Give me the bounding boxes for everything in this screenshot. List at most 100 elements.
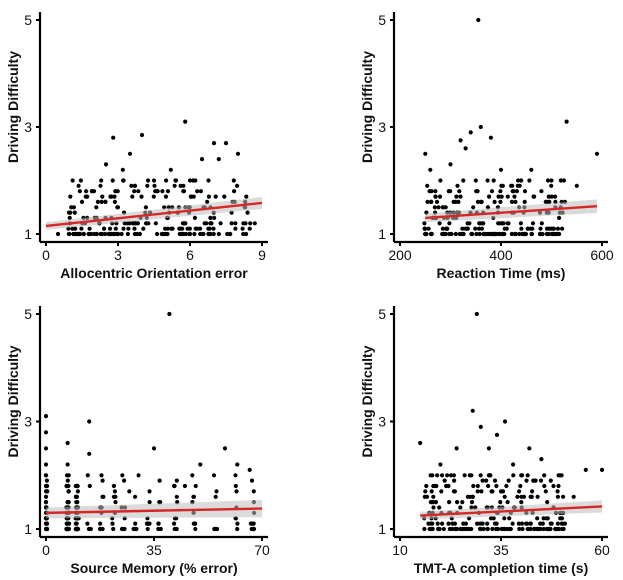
data-point <box>496 194 501 199</box>
data-point <box>477 221 482 226</box>
data-point <box>79 199 85 204</box>
data-point <box>91 189 97 194</box>
data-point <box>505 526 510 532</box>
data-point <box>457 189 462 194</box>
data-point <box>127 151 133 156</box>
data-point <box>139 132 145 138</box>
data-point <box>478 521 483 526</box>
data-point <box>132 226 137 231</box>
data-point <box>524 521 529 526</box>
data-point <box>87 226 92 231</box>
data-point <box>235 526 240 532</box>
data-point <box>68 210 73 215</box>
data-point <box>559 521 564 526</box>
data-point <box>249 526 254 532</box>
data-point <box>540 231 545 237</box>
data-point <box>532 526 537 532</box>
data-point <box>160 189 165 194</box>
data-point <box>474 311 479 317</box>
data-point <box>493 526 499 532</box>
data-point <box>170 226 175 231</box>
data-point <box>192 215 197 220</box>
data-point <box>510 462 516 467</box>
data-point <box>43 462 49 467</box>
data-point <box>103 199 108 204</box>
confidence-band <box>425 199 597 223</box>
data-point <box>199 157 205 162</box>
data-point <box>583 467 588 472</box>
data-point <box>244 194 249 199</box>
data-point <box>424 483 429 489</box>
data-point <box>509 199 515 204</box>
data-point <box>453 231 458 237</box>
data-point <box>112 489 117 494</box>
data-point <box>520 231 526 237</box>
data-point <box>247 226 252 231</box>
data-point <box>433 189 438 194</box>
data-point <box>77 189 82 194</box>
x-tick-label: 0 <box>42 542 50 558</box>
data-point <box>481 231 486 237</box>
data-point <box>555 494 561 499</box>
data-point <box>172 483 177 489</box>
data-point <box>549 231 554 237</box>
data-point <box>539 457 544 462</box>
data-point <box>488 135 493 140</box>
data-point <box>192 231 197 237</box>
data-point <box>66 473 71 478</box>
data-point <box>188 231 193 237</box>
data-point <box>179 231 184 237</box>
data-point <box>130 221 135 226</box>
data-point <box>509 231 514 237</box>
data-point <box>541 526 546 532</box>
data-point <box>133 521 138 526</box>
data-point <box>477 231 482 237</box>
data-point <box>555 226 561 231</box>
data-point <box>97 526 103 532</box>
data-point <box>233 221 238 226</box>
data-point <box>474 231 479 237</box>
data-point <box>469 473 474 478</box>
data-point <box>523 231 529 237</box>
y-tick-label: 1 <box>378 521 386 537</box>
data-point <box>115 205 121 210</box>
data-point <box>485 526 490 532</box>
data-point <box>517 526 522 532</box>
x-axis-title: Allocentric Orientation error <box>60 265 248 281</box>
data-point <box>111 526 116 532</box>
y-tick-label: 5 <box>24 306 32 322</box>
data-point <box>43 494 49 499</box>
data-point <box>174 494 179 499</box>
x-tick-label: 400 <box>489 247 513 263</box>
data-point <box>112 199 117 204</box>
data-point <box>187 178 193 183</box>
data-point <box>85 473 90 478</box>
data-point <box>517 231 522 237</box>
data-point <box>463 146 468 151</box>
data-point <box>174 478 179 483</box>
data-point <box>431 500 436 505</box>
data-point <box>447 526 452 532</box>
data-point <box>164 178 169 183</box>
data-point <box>437 194 443 199</box>
data-point <box>174 526 179 532</box>
data-point <box>496 231 501 237</box>
data-point <box>43 430 49 435</box>
data-point <box>502 419 508 424</box>
data-point <box>111 231 116 237</box>
data-point <box>428 521 433 526</box>
data-point <box>487 194 492 199</box>
data-point <box>529 494 534 499</box>
data-point <box>418 440 423 446</box>
data-point <box>442 231 447 237</box>
data-point <box>423 151 428 156</box>
data-point <box>43 446 49 451</box>
data-point <box>141 226 146 231</box>
data-point <box>94 205 99 210</box>
data-point <box>461 178 466 183</box>
data-point <box>486 473 491 478</box>
data-point <box>553 194 558 199</box>
data-point <box>564 119 569 124</box>
data-point <box>147 489 152 494</box>
data-point <box>115 189 120 194</box>
